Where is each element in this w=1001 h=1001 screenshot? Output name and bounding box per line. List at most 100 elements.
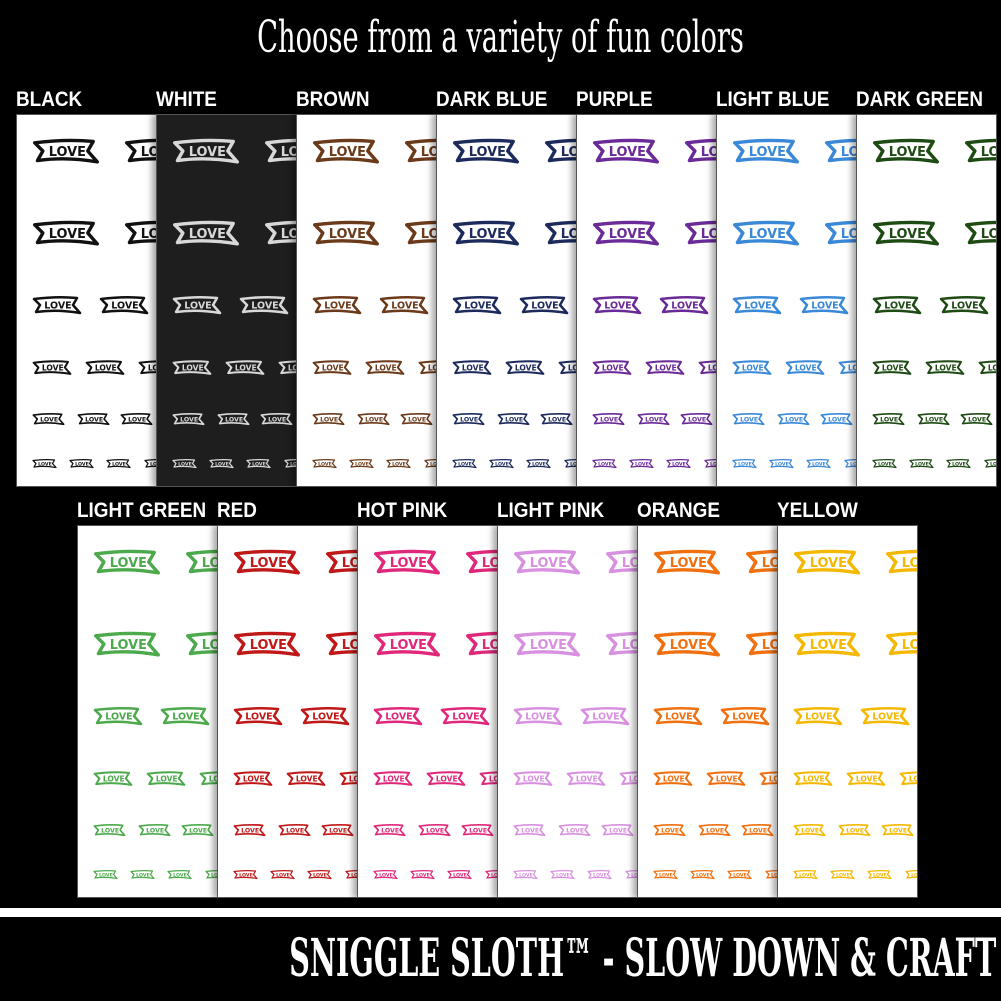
banner-text: LOVE	[828, 416, 846, 423]
love-banner-icon: LOVE	[592, 295, 642, 315]
love-banner-icon: LOVE	[838, 360, 857, 375]
banner-text: LOVE	[836, 872, 850, 878]
love-banner-icon: LOVE	[374, 631, 440, 657]
banner-text: LOVE	[622, 556, 638, 571]
banner-text: LOVE	[749, 227, 786, 242]
banner-text: LOVE	[968, 416, 986, 423]
color-label: RED	[217, 499, 257, 522]
banner-text: LOVE	[482, 556, 498, 571]
banner-text: LOVE	[329, 227, 366, 242]
color-swatch-card: LOVE LOVE LOVE LOVE LOVE LOVE LOVE LOVE LOVE LOVE…	[777, 525, 918, 898]
love-banner-icon: LOVE	[917, 413, 950, 426]
banner-text: LOVE	[911, 872, 918, 878]
color-label: LIGHT BLUE	[716, 88, 830, 111]
banner-text: LOVE	[313, 872, 327, 878]
banner-text: LOVE	[286, 827, 304, 834]
banner-text: LOVE	[810, 556, 847, 571]
banner-text: LOVE	[803, 774, 825, 783]
banner-text: LOVE	[882, 363, 904, 372]
banner-text: LOVE	[85, 416, 103, 423]
love-banner-icon: LOVE	[659, 295, 709, 315]
banner-text: LOVE	[795, 363, 817, 372]
love-banner-icon: LOVE	[479, 771, 497, 786]
love-banner-icon: LOVE	[365, 360, 405, 375]
banner-text: LOVE	[239, 872, 253, 878]
banner-text: LOVE	[392, 461, 406, 467]
banner-text: LOVE	[548, 416, 566, 423]
love-banner-icon: LOVE	[489, 458, 514, 469]
love-banner-icon: LOVE	[32, 295, 82, 315]
love-banner-icon: LOVE	[181, 824, 214, 837]
banner-text: LOVE	[322, 363, 344, 372]
love-banner-icon: LOVE	[106, 458, 131, 469]
love-banner-icon: LOVE	[373, 706, 423, 726]
banner-text: LOVE	[850, 461, 857, 467]
banner-text: LOVE	[733, 872, 747, 878]
love-banner-icon: LOVE	[513, 824, 546, 837]
love-banner-icon: LOVE	[690, 869, 715, 880]
love-banner-icon: LOVE	[785, 360, 825, 375]
love-banner-icon: LOVE	[685, 138, 716, 163]
banner-text: LOVE	[452, 712, 479, 723]
banner-text: LOVE	[785, 416, 803, 423]
banner-text: LOVE	[532, 461, 546, 467]
love-banner-icon: LOVE	[32, 458, 57, 469]
banner-text: LOVE	[44, 301, 71, 312]
love-banner-icon: LOVE	[793, 824, 826, 837]
love-banner-icon: LOVE	[580, 706, 630, 726]
love-banner-icon: LOVE	[629, 458, 654, 469]
banner-text: LOVE	[342, 638, 358, 653]
love-banner-icon: LOVE	[466, 631, 497, 656]
banner-text: LOVE	[312, 712, 339, 723]
banner-text: LOVE	[521, 827, 539, 834]
banner-text: LOVE	[671, 301, 698, 312]
page-title-text: Choose from a variety of fun colors	[257, 12, 744, 63]
love-banner-icon: LOVE	[732, 458, 757, 469]
love-banner-icon: LOVE	[978, 360, 996, 375]
color-label: WHITE	[156, 88, 217, 111]
love-banner-icon: LOVE	[33, 220, 99, 246]
love-banner-icon: LOVE	[654, 631, 720, 657]
color-label: PURPLE	[576, 88, 653, 111]
love-banner-icon: LOVE	[846, 771, 886, 786]
banner-text: LOVE	[738, 461, 752, 467]
banner-text: LOVE	[49, 145, 86, 160]
love-banner-icon: LOVE	[653, 771, 693, 786]
banner-text: LOVE	[342, 556, 358, 571]
love-banner-icon: LOVE	[769, 458, 794, 469]
banner-text: LOVE	[189, 227, 226, 242]
banner-text: LOVE	[436, 774, 458, 783]
love-banner-icon: LOVE	[965, 220, 997, 245]
love-banner-icon: LOVE	[77, 413, 110, 426]
banner-text: LOVE	[935, 363, 957, 372]
banner-text: LOVE	[141, 145, 157, 160]
love-banner-icon: LOVE	[144, 459, 156, 468]
banner-text: LOVE	[324, 301, 351, 312]
love-banner-icon: LOVE	[759, 771, 777, 786]
color-swatch-card: LOVE LOVE LOVE LOVE LOVE LOVE LOVE LOVE LOVE LOVE…	[436, 114, 577, 487]
banner-text: LOVE	[981, 227, 997, 242]
love-banner-icon: LOVE	[379, 295, 429, 315]
banner-text: LOVE	[251, 301, 278, 312]
love-banner-icon: LOVE	[345, 870, 357, 879]
banner-text: LOVE	[848, 363, 857, 372]
love-banner-icon: LOVE	[872, 360, 912, 375]
banner-text: LOVE	[381, 827, 399, 834]
banner-text: LOVE	[665, 712, 692, 723]
banner-text: LOVE	[349, 774, 358, 783]
banner-text: LOVE	[812, 461, 826, 467]
banner-text: LOVE	[696, 872, 710, 878]
love-banner-icon: LOVE	[160, 706, 210, 726]
love-banner-icon: LOVE	[125, 138, 157, 163]
banner-text: LOVE	[878, 461, 892, 467]
banner-text: LOVE	[688, 416, 706, 423]
banner-text: LOVE	[180, 416, 198, 423]
color-swatch-card: LOVE LOVE LOVE LOVE LOVE LOVE LOVE LOVE LOVE LOVE…	[217, 525, 358, 898]
banner-text: LOVE	[762, 638, 778, 653]
love-banner-icon: LOVE	[321, 824, 354, 837]
love-banner-icon: LOVE	[405, 138, 436, 163]
banner-text: LOVE	[670, 638, 707, 653]
love-banner-icon: LOVE	[960, 413, 993, 426]
banner-text: LOVE	[276, 872, 290, 878]
love-banner-icon: LOVE	[732, 295, 782, 315]
